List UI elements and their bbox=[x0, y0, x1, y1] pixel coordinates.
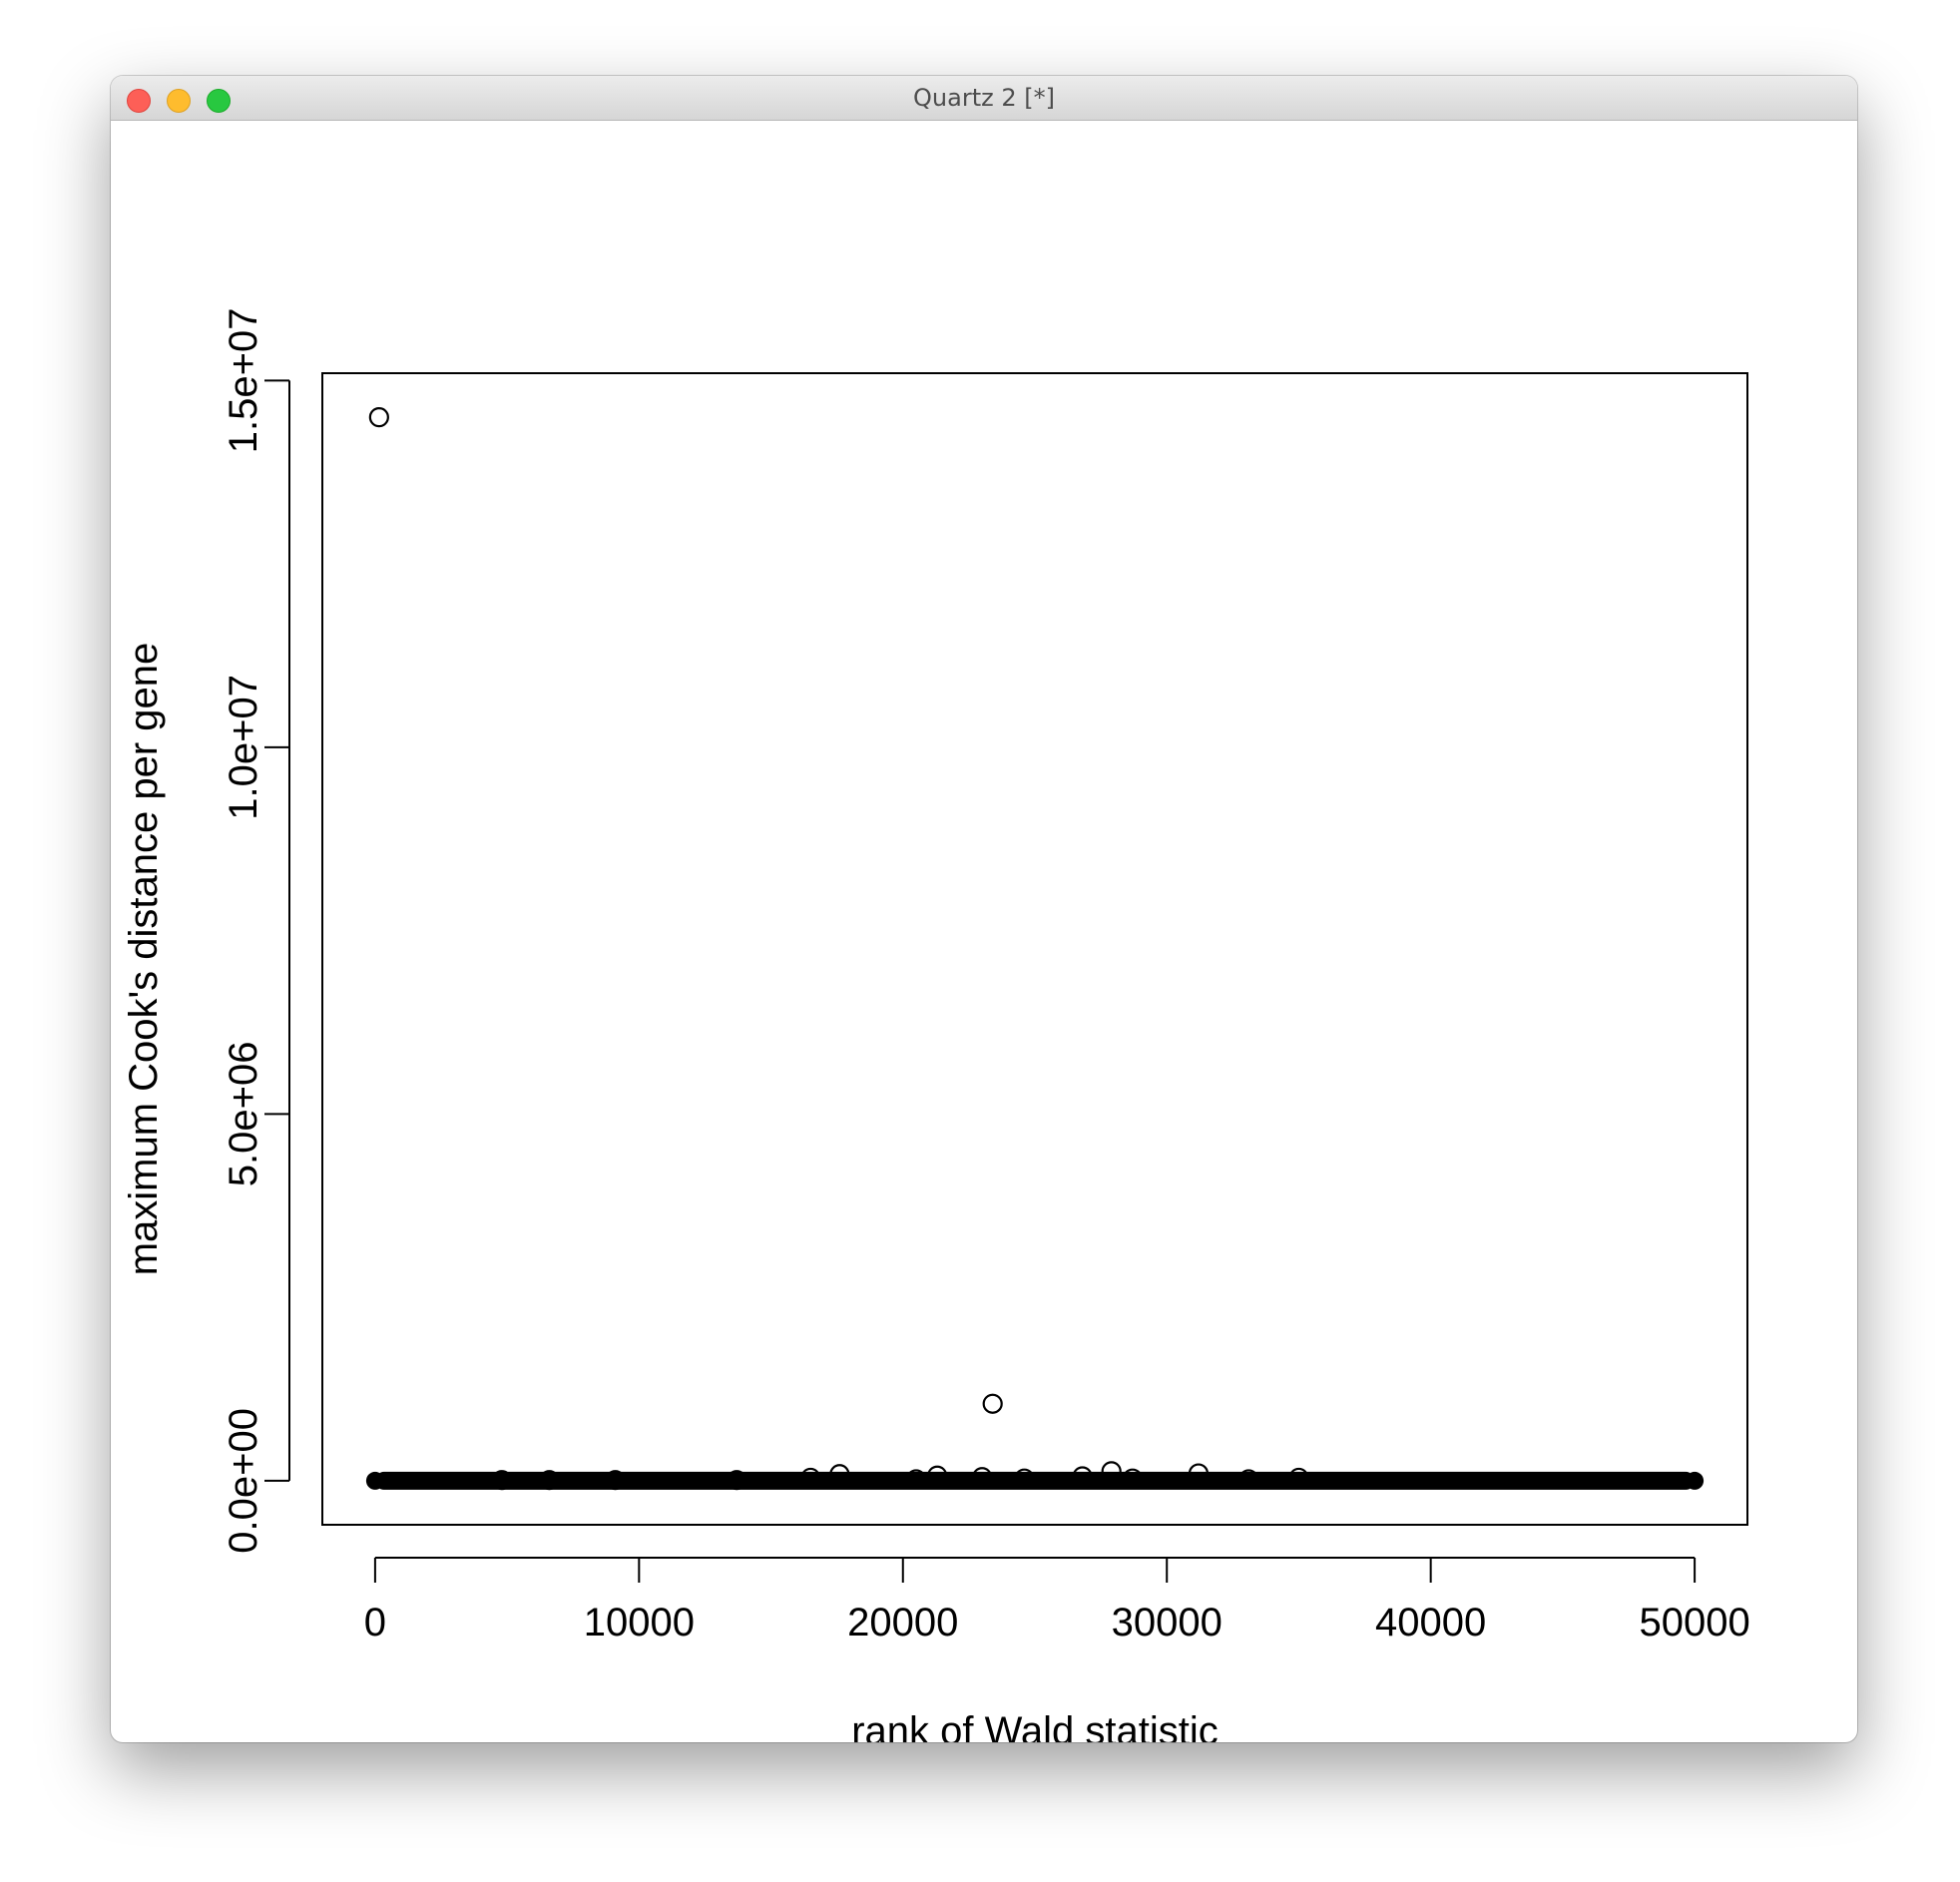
x-tick-label: 50000 bbox=[1639, 1601, 1749, 1645]
data-points bbox=[368, 407, 1309, 1491]
y-tick-label: 0.0e+00 bbox=[222, 1408, 265, 1554]
data-point-0 bbox=[368, 407, 389, 428]
zoom-button[interactable] bbox=[207, 89, 231, 113]
data-point-3 bbox=[1188, 1463, 1210, 1484]
y-axis: 0.0e+00 5.0e+06 1.0e+07 1.5e+07 bbox=[222, 307, 290, 1554]
y-tick-label: 5.0e+06 bbox=[222, 1042, 265, 1187]
data-point-12 bbox=[905, 1469, 927, 1490]
data-point-16 bbox=[605, 1470, 626, 1491]
x-tick-label: 30000 bbox=[1112, 1601, 1223, 1645]
data-point-8 bbox=[800, 1467, 821, 1489]
x-tick-label: 20000 bbox=[847, 1601, 958, 1645]
data-point-7 bbox=[972, 1467, 993, 1488]
data-point-15 bbox=[539, 1470, 560, 1491]
minimize-button[interactable] bbox=[167, 89, 191, 113]
data-point-11 bbox=[1122, 1468, 1143, 1489]
data-point-5 bbox=[927, 1465, 948, 1486]
dense-band-fill bbox=[374, 1471, 1696, 1490]
y-tick-label: 1.0e+07 bbox=[222, 675, 265, 820]
data-point-9 bbox=[1288, 1467, 1309, 1489]
data-point-2 bbox=[1101, 1461, 1122, 1482]
data-point-10 bbox=[1014, 1468, 1035, 1489]
x-tick-label: 0 bbox=[364, 1601, 386, 1645]
title-bar[interactable]: Quartz 2 [*] bbox=[111, 76, 1857, 121]
close-button[interactable] bbox=[127, 89, 151, 113]
dense-point-band bbox=[365, 1471, 1705, 1490]
quartz-window: Quartz 2 [*] 0 10000 20000 30000 40000 50000 … bbox=[111, 76, 1857, 1742]
x-tick-label: 40000 bbox=[1375, 1601, 1486, 1645]
data-point-6 bbox=[1072, 1466, 1093, 1487]
data-point-1 bbox=[982, 1393, 1003, 1414]
plot-area: 0 10000 20000 30000 40000 50000 0.0e+00 5.0e+0… bbox=[111, 120, 1857, 1742]
data-point-13 bbox=[1238, 1469, 1259, 1490]
data-point-14 bbox=[491, 1470, 512, 1491]
x-axis-label: rank of Wald statistic bbox=[851, 1709, 1219, 1742]
band-start-point bbox=[365, 1471, 384, 1490]
x-tick-label: 10000 bbox=[584, 1601, 695, 1645]
scatter-plot: 0 10000 20000 30000 40000 50000 0.0e+00 5.0e+0… bbox=[122, 307, 1750, 1742]
plot-frame bbox=[321, 372, 1748, 1526]
data-point-17 bbox=[727, 1470, 747, 1491]
band-end-point bbox=[1686, 1471, 1705, 1490]
x-axis: 0 10000 20000 30000 40000 50000 bbox=[364, 1557, 1750, 1645]
data-point-4 bbox=[829, 1464, 850, 1485]
y-tick-label: 1.5e+07 bbox=[222, 307, 265, 453]
window-title: Quartz 2 [*] bbox=[913, 84, 1055, 112]
y-axis-label: maximum Cook's distance per gene bbox=[122, 643, 166, 1276]
